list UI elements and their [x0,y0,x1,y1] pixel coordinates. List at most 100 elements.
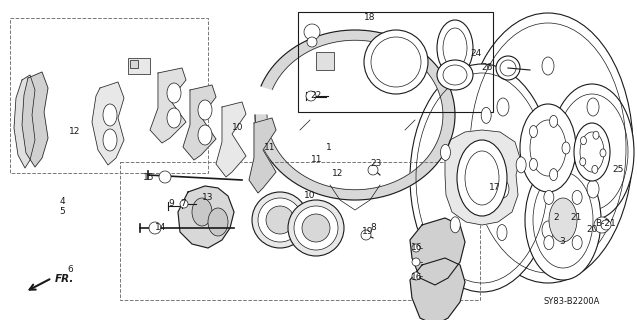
Text: 13: 13 [203,194,214,203]
Ellipse shape [594,217,610,233]
Ellipse shape [529,125,538,138]
Text: 23: 23 [370,159,382,169]
Text: 20: 20 [586,226,598,235]
Text: 11: 11 [311,156,323,164]
Ellipse shape [550,84,634,220]
Ellipse shape [496,56,520,80]
Text: 10: 10 [304,191,316,201]
Ellipse shape [587,98,599,116]
Text: 1: 1 [326,143,332,153]
Ellipse shape [159,171,171,183]
Bar [130,60,138,68]
Text: 2: 2 [553,213,559,222]
Text: 16: 16 [412,244,423,252]
Ellipse shape [542,221,554,239]
Ellipse shape [192,198,212,226]
Ellipse shape [412,258,420,266]
Polygon shape [410,258,465,320]
Polygon shape [22,72,48,167]
Ellipse shape [497,180,509,198]
Ellipse shape [180,200,188,208]
Ellipse shape [549,198,577,242]
Text: B-21: B-21 [596,220,617,228]
Bar [120,162,480,300]
Ellipse shape [302,214,330,242]
Ellipse shape [437,60,473,90]
Ellipse shape [544,236,554,250]
Text: 18: 18 [364,13,376,22]
Text: 12: 12 [69,127,81,137]
Ellipse shape [520,104,576,192]
Text: 21: 21 [570,213,582,222]
Text: 26: 26 [482,63,492,73]
Ellipse shape [525,160,601,280]
Ellipse shape [516,157,526,173]
Ellipse shape [288,200,344,256]
Text: 25: 25 [612,165,624,174]
Ellipse shape [103,129,117,151]
Ellipse shape [252,192,308,248]
Ellipse shape [580,137,587,145]
Ellipse shape [601,220,611,230]
Text: 19: 19 [362,228,374,236]
Ellipse shape [572,190,582,204]
Polygon shape [178,186,234,248]
Text: FR.: FR. [55,274,75,284]
Text: 16: 16 [412,274,423,283]
Bar [316,52,334,70]
Polygon shape [445,130,520,225]
Polygon shape [14,75,35,168]
Text: 11: 11 [264,143,276,153]
Ellipse shape [437,20,473,76]
Ellipse shape [412,272,420,280]
Ellipse shape [481,107,491,123]
Text: 9: 9 [168,198,174,207]
Ellipse shape [167,108,181,128]
Text: 3: 3 [559,237,565,246]
Ellipse shape [208,208,228,236]
Ellipse shape [103,104,117,126]
Text: SY83-B2200A: SY83-B2200A [544,298,600,307]
Text: 4: 4 [59,197,65,206]
Ellipse shape [550,116,557,127]
Text: 5: 5 [59,207,65,217]
Ellipse shape [412,244,420,252]
Ellipse shape [410,64,554,292]
Ellipse shape [562,142,570,154]
Ellipse shape [463,13,633,283]
Ellipse shape [361,230,371,240]
Text: 6: 6 [67,266,73,275]
Ellipse shape [542,57,554,75]
Ellipse shape [497,98,509,116]
Bar [10,18,208,173]
Ellipse shape [368,165,378,175]
Text: 10: 10 [233,124,244,132]
Text: 15: 15 [143,173,155,182]
Polygon shape [410,218,465,285]
Polygon shape [216,102,246,177]
Ellipse shape [440,144,450,160]
Ellipse shape [266,206,294,234]
Ellipse shape [600,149,606,157]
Ellipse shape [592,165,598,173]
Ellipse shape [294,206,338,250]
Ellipse shape [364,30,428,94]
Ellipse shape [167,83,181,103]
Polygon shape [92,82,124,165]
Text: 14: 14 [155,223,167,233]
Text: 8: 8 [370,223,376,233]
Ellipse shape [587,180,599,198]
Ellipse shape [258,198,302,242]
Ellipse shape [572,236,582,250]
Text: 22: 22 [310,92,322,100]
Ellipse shape [198,100,212,120]
Ellipse shape [149,222,161,234]
Ellipse shape [580,158,586,166]
Ellipse shape [306,91,316,101]
Ellipse shape [457,140,507,216]
Ellipse shape [529,158,538,171]
Ellipse shape [593,131,599,139]
Polygon shape [183,85,216,160]
Text: 24: 24 [470,50,482,59]
Ellipse shape [304,24,320,40]
